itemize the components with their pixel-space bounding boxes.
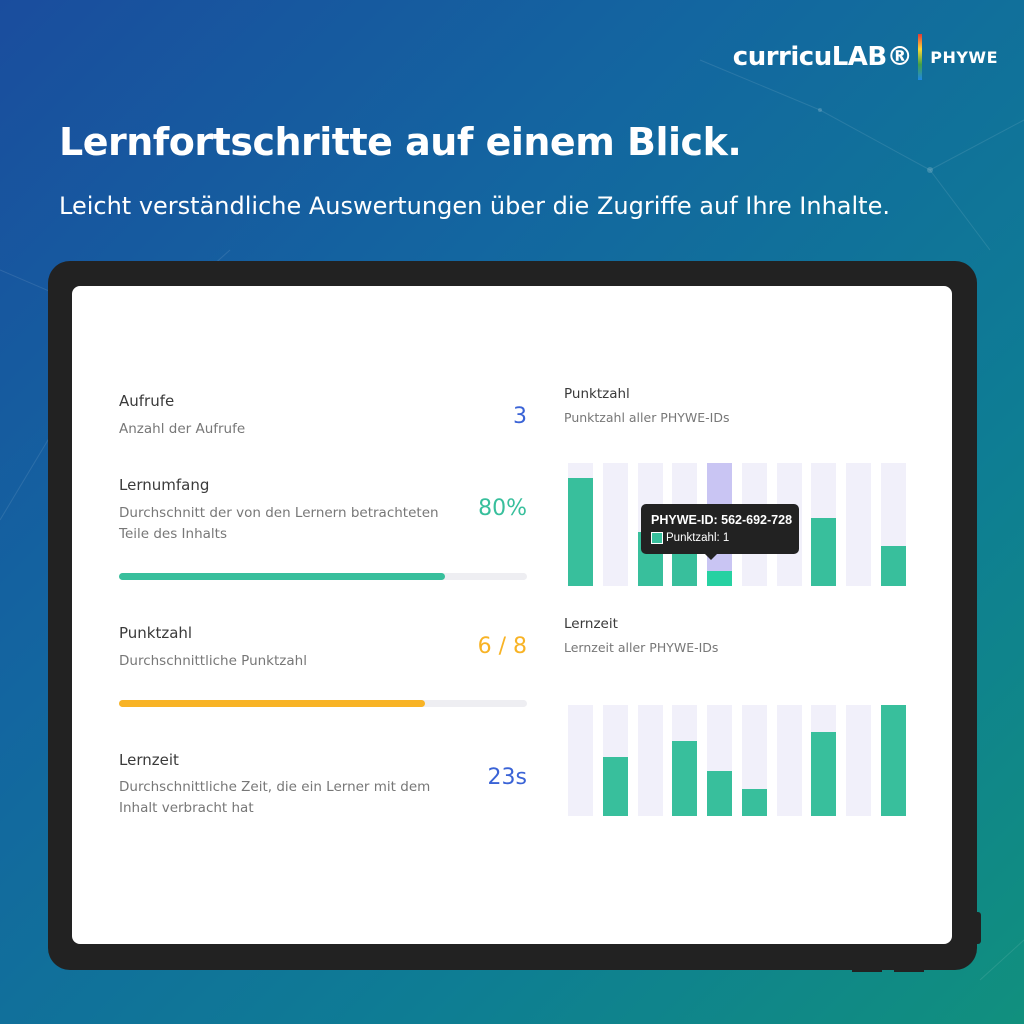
page-headline: Lernfortschritte auf einem Blick.: [59, 120, 742, 164]
stat-value: 23s: [487, 765, 527, 790]
chart-column[interactable]: [602, 705, 628, 816]
stat-description: Durchschnittliche Punktzahl: [119, 653, 307, 669]
stat-lernumfang: Lernumfang Durchschnitt der von den Lern…: [119, 476, 527, 586]
tablet-side-button: [976, 912, 981, 944]
chart-column[interactable]: [881, 705, 906, 816]
brand-logo: curricuLAB® PHYWE: [733, 34, 998, 80]
stat-description: Anzahl der Aufrufe: [119, 421, 246, 437]
chart-column[interactable]: [637, 705, 663, 816]
stat-title: Lernumfang: [119, 476, 210, 494]
chart-column[interactable]: [811, 705, 837, 816]
tablet-bottom-button: [894, 968, 924, 972]
brand-color-divider: [918, 34, 923, 80]
stat-title: Lernzeit: [119, 751, 179, 769]
stat-description: Durchschnittliche Zeit, die ein Lerner m…: [119, 779, 431, 816]
chart-column[interactable]: [741, 705, 767, 816]
chart-column[interactable]: [707, 705, 733, 816]
chart-bar: [881, 705, 906, 816]
chart-bar: [741, 789, 767, 816]
chart-bar: [568, 478, 593, 586]
chart-column[interactable]: [846, 705, 872, 816]
stat-title: Punktzahl: [119, 624, 193, 642]
progress-fill: [119, 700, 425, 707]
chart-tooltip: PHYWE-ID: 562-692-728 Punktzahl: 1: [641, 504, 799, 560]
chart-bar: [811, 518, 837, 586]
progress-fill: [119, 573, 446, 580]
stat-value: 80%: [478, 496, 527, 521]
chart-column[interactable]: [568, 463, 593, 586]
stat-description: Durchschnitt der von den Lernern betrach…: [119, 505, 439, 542]
page-subline: Leicht verständliche Auswertungen über d…: [59, 192, 890, 220]
stat-punktzahl: Punktzahl Durchschnittliche Punktzahl 6 …: [119, 624, 527, 714]
progress-track: [119, 573, 527, 580]
tooltip-row: Punktzahl: 1: [651, 532, 729, 544]
brand-phywe: PHYWE: [930, 47, 998, 67]
chart-column[interactable]: [776, 705, 802, 816]
tooltip-swatch: [651, 532, 663, 544]
stat-lernzeit: Lernzeit Durchschnittliche Zeit, die ein…: [119, 751, 527, 821]
chart-column[interactable]: [672, 705, 698, 816]
tooltip-title: PHYWE-ID: 562-692-728: [651, 513, 793, 527]
tablet-bottom-button: [852, 968, 882, 972]
chart-bar: [672, 741, 698, 816]
chart-column[interactable]: [811, 463, 837, 586]
chart-title: Punktzahl: [564, 386, 630, 402]
chart-bar: [707, 571, 733, 586]
chart-bar: [881, 546, 906, 586]
stat-title: Aufrufe: [119, 392, 175, 410]
chart-subtitle: Punktzahl aller PHYWE-IDs: [564, 410, 730, 425]
tooltip-arrow: [705, 554, 717, 560]
stat-value: 6 / 8: [477, 634, 527, 659]
chart-column[interactable]: [846, 463, 872, 586]
dashboard-screen: Aufrufe Anzahl der Aufrufe 3 Lernumfang …: [72, 286, 952, 944]
tooltip-label: Punktzahl: 1: [666, 532, 730, 544]
chart-subtitle: Lernzeit aller PHYWE-IDs: [564, 640, 719, 655]
chart-column[interactable]: [881, 463, 906, 586]
lernzeit-chart: [568, 705, 906, 816]
stat-value: 3: [513, 404, 527, 429]
chart-bar: [707, 771, 733, 816]
chart-column[interactable]: [602, 463, 628, 586]
stat-aufrufe: Aufrufe Anzahl der Aufrufe 3: [119, 392, 527, 442]
chart-title: Lernzeit: [564, 616, 618, 632]
chart-column[interactable]: [568, 705, 593, 816]
brand-name: curricuLAB®: [732, 42, 913, 72]
progress-track: [119, 700, 527, 707]
chart-bar: [811, 732, 837, 816]
chart-bar: [602, 757, 628, 816]
